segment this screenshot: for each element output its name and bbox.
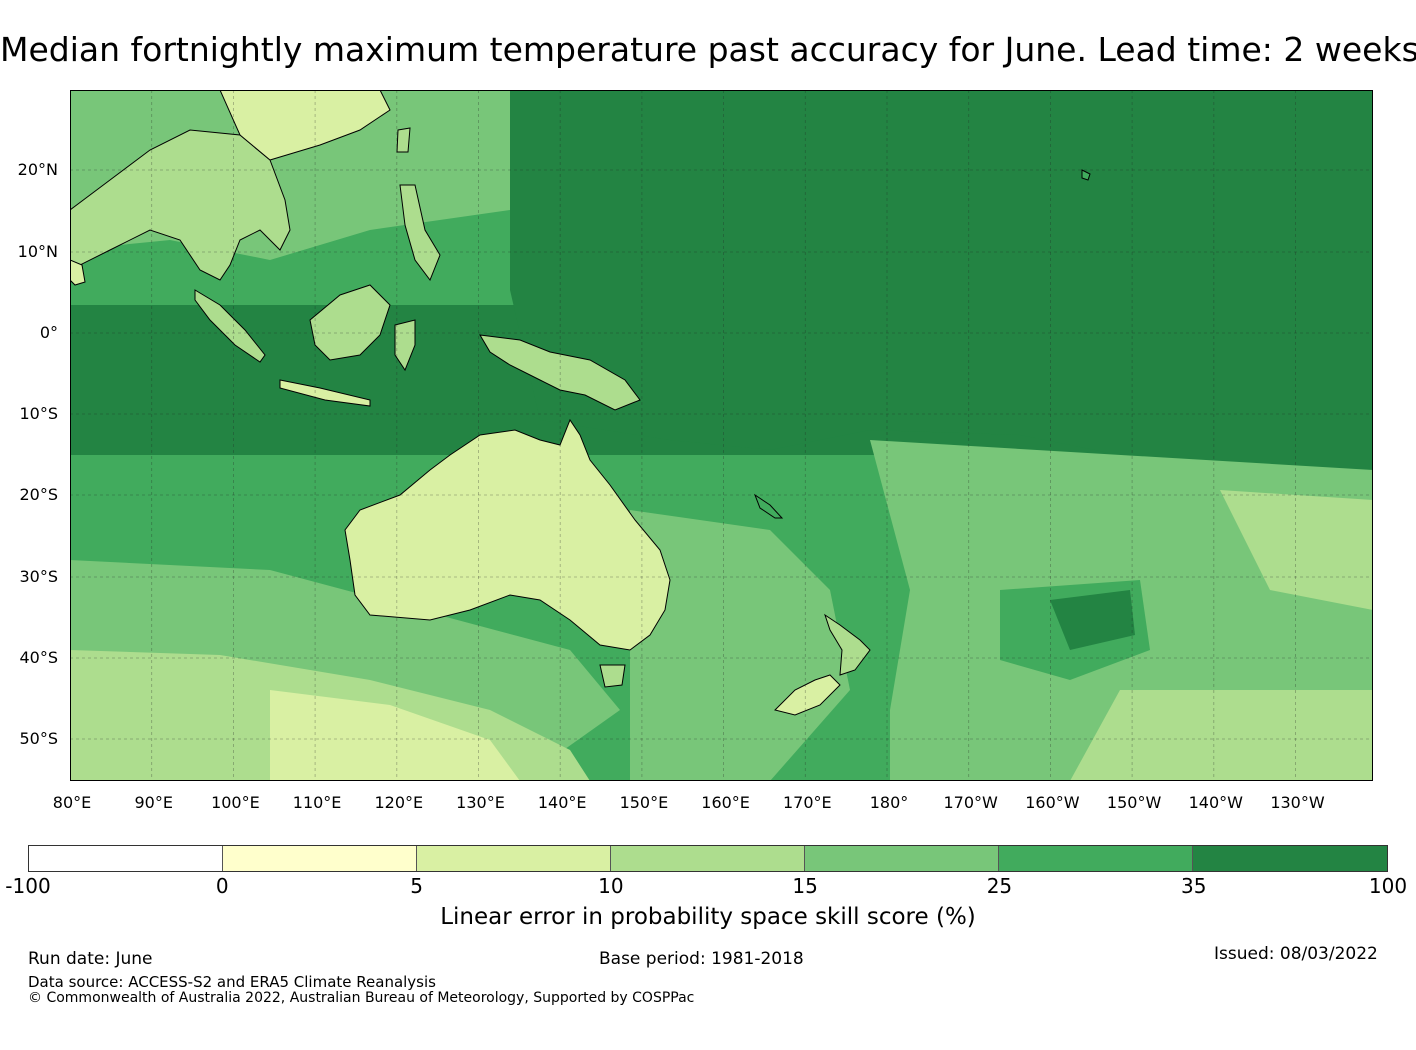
- issued-date: Issued: 08/03/2022: [1214, 944, 1378, 964]
- colorbar-tick-label: 15: [792, 874, 818, 898]
- far-south-low-skill: [1070, 690, 1373, 781]
- tasmania: [599, 664, 626, 688]
- data-source: Data source: ACCESS-S2 and ERA5 Climate …: [28, 973, 436, 991]
- lon-label: 180°: [869, 793, 909, 812]
- southeast-low-skill: [1220, 490, 1373, 610]
- skill-score-map: [70, 90, 1373, 781]
- graticule: [70, 90, 1373, 781]
- sumatra: [194, 289, 266, 363]
- colorbar-segment: [223, 846, 417, 871]
- sri-lanka: [70, 259, 86, 286]
- lon-label: 100°E: [211, 793, 260, 812]
- new-caledonia: [753, 493, 784, 519]
- colorbar-segment: [417, 846, 611, 871]
- sulawesi: [394, 319, 416, 372]
- lat-label: 50°S: [19, 729, 58, 748]
- copyright: © Commonwealth of Australia 2022, Austra…: [28, 990, 695, 1006]
- lon-label: 160°E: [701, 793, 750, 812]
- lon-label: 130°E: [456, 793, 505, 812]
- run-date: Run date: June: [28, 949, 153, 969]
- borneo: [309, 284, 391, 361]
- lon-label: 120°E: [374, 793, 424, 812]
- lon-label: 150°E: [619, 793, 669, 812]
- colorbar-tick-label: 100: [1368, 874, 1408, 898]
- lat-label: 40°S: [19, 648, 58, 667]
- lat-label: 0°: [39, 323, 58, 342]
- lat-label: 10°N: [17, 242, 58, 261]
- new-guinea: [479, 334, 641, 411]
- lon-label: 140°E: [537, 793, 587, 812]
- china-coast: [219, 90, 391, 161]
- new-zealand-north: [824, 613, 871, 676]
- colorbar-tick-label: 0: [215, 874, 229, 898]
- taiwan: [396, 127, 411, 153]
- philippines: [399, 184, 441, 282]
- hawaii: [1081, 169, 1091, 181]
- lon-label: 110°E: [292, 793, 342, 812]
- southeast-asia-mainland: [70, 129, 291, 281]
- lat-label: 20°S: [19, 485, 58, 504]
- south-pacific-core: [1050, 590, 1135, 650]
- colorbar-tick-label: 35: [1180, 874, 1207, 898]
- colorbar-tick-label: 25: [986, 874, 1013, 898]
- lat-label: 20°N: [17, 160, 58, 179]
- north-pacific-high-skill: [510, 90, 1373, 475]
- lon-label: 90°E: [134, 793, 173, 812]
- colorbar-tick-label: 10: [598, 874, 624, 898]
- colorbar-segment: [1193, 846, 1387, 871]
- colorbar-segment: [29, 846, 223, 871]
- colorbar-segment: [611, 846, 805, 871]
- java: [279, 379, 371, 407]
- southern-very-low-skill: [270, 690, 520, 781]
- lat-label: 30°S: [19, 567, 58, 586]
- colorbar-segment: [805, 846, 999, 871]
- lon-label: 170°E: [782, 793, 832, 812]
- lon-label: 160°W: [1025, 793, 1080, 812]
- colorbar: [28, 845, 1388, 872]
- new-zealand-south: [774, 674, 841, 716]
- lon-label: 170°W: [943, 793, 998, 812]
- colorbar-segment: [999, 846, 1193, 871]
- map-frame: [70, 90, 1373, 781]
- base-period: Base period: 1981-2018: [599, 949, 804, 969]
- map-title: Median fortnightly maximum temperature p…: [0, 30, 1416, 69]
- lon-label: 140°W: [1188, 793, 1243, 812]
- australia-landmass: [344, 418, 671, 651]
- colorbar-tick-label: 5: [410, 874, 423, 898]
- lon-label: 150°W: [1106, 793, 1162, 812]
- lat-label: 10°S: [19, 404, 58, 423]
- lon-label: 80°E: [52, 793, 92, 812]
- lon-label: 130°W: [1270, 793, 1325, 812]
- colorbar-tick-label: -100: [5, 874, 51, 898]
- colorbar-label: Linear error in probability space skill …: [440, 904, 976, 930]
